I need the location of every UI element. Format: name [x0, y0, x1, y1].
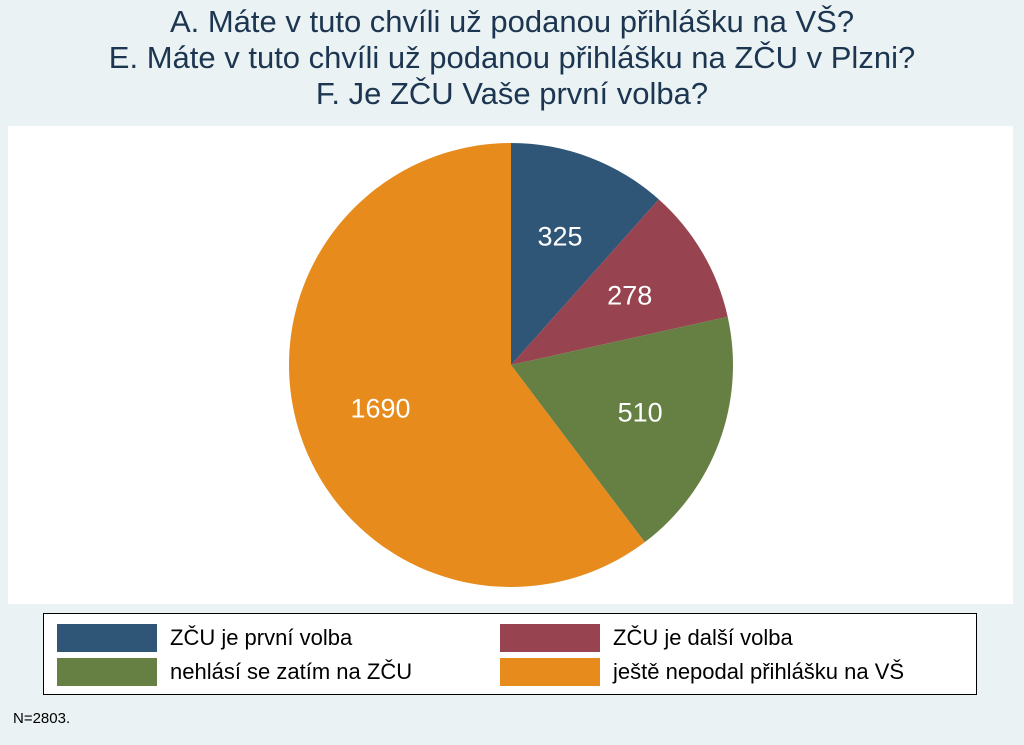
legend: ZČU je první volba ZČU je další volba ne…	[43, 613, 977, 695]
chart-title: A. Máte v tuto chvíli už podanou přihláš…	[0, 4, 1024, 112]
legend-item-nehlasi: nehlásí se zatím na ZČU	[57, 658, 412, 686]
legend-swatch-nehlasi	[57, 658, 157, 686]
legend-item-zcu-prvni: ZČU je první volba	[57, 624, 352, 652]
pie-slice-nehlasi	[511, 316, 733, 543]
plot-area: 325 278 510 1690	[8, 126, 1013, 604]
pie-slice-nepodal	[289, 143, 645, 587]
legend-swatch-zcu-dalsi	[500, 624, 600, 652]
sample-size-note: N=2803.	[13, 710, 71, 727]
pie-slice-zcu-prvni	[511, 143, 659, 365]
title-line-1: A. Máte v tuto chvíli už podanou přihláš…	[169, 4, 855, 39]
title-line-2: E. Máte v tuto chvíli už podanou přihláš…	[108, 40, 916, 75]
pie-slice-zcu-dalsi	[511, 199, 728, 365]
pie-label-zcu-prvni: 325	[538, 221, 583, 251]
legend-label-zcu-prvni: ZČU je první volba	[170, 625, 353, 650]
pie-label-zcu-dalsi: 278	[607, 280, 652, 310]
legend-label-zcu-dalsi: ZČU je další volba	[613, 625, 793, 650]
legend-label-nepodal: ještě nepodal přihlášku na VŠ	[613, 659, 905, 684]
legend-swatch-zcu-prvni	[57, 624, 157, 652]
legend-item-nepodal: ještě nepodal přihlášku na VŠ	[500, 658, 904, 686]
legend-item-zcu-dalsi: ZČU je další volba	[500, 624, 793, 652]
pie-label-nepodal: 1690	[350, 394, 410, 424]
legend-swatch-nepodal	[500, 658, 600, 686]
pie-label-nehlasi: 510	[618, 398, 663, 428]
legend-label-nehlasi: nehlásí se zatím na ZČU	[170, 659, 413, 684]
pie-chart: 325 278 510 1690	[289, 143, 733, 587]
title-line-3: F. Je ZČU Vaše první volba?	[315, 76, 709, 111]
